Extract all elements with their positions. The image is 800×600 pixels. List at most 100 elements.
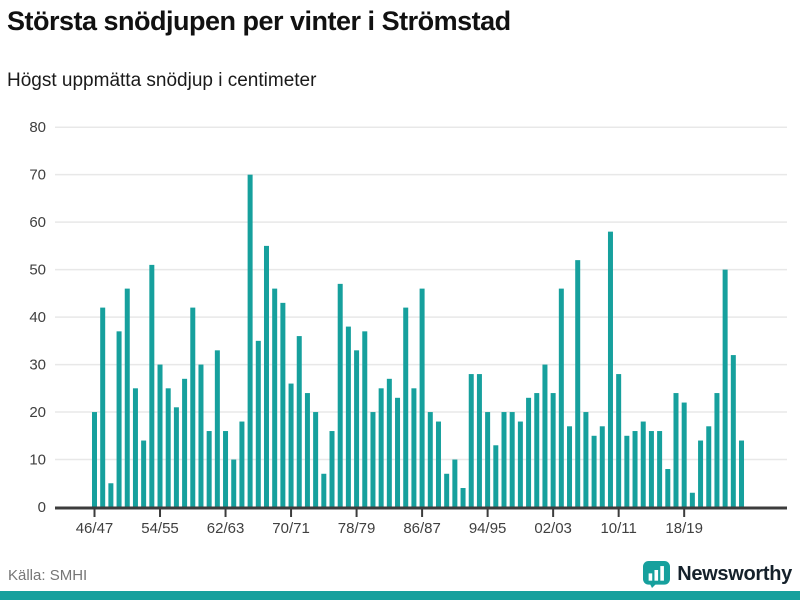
bar [452,459,458,507]
x-tick-label: 70/71 [272,520,310,537]
bar [681,402,687,507]
x-tick-label: 94/95 [469,520,507,537]
bar [493,445,499,507]
y-tick-label: 80 [29,119,46,136]
bar [607,231,613,507]
bar [395,397,401,507]
bar [92,412,97,507]
y-tick-label: 20 [29,404,46,421]
bar [321,473,327,507]
bar [722,269,728,507]
bar [362,331,368,507]
bar [739,440,745,507]
bar [108,483,114,507]
newsworthy-icon [643,561,671,588]
x-tick-label: 10/11 [600,520,636,537]
bar [591,435,597,507]
bar [280,302,286,507]
bar [468,374,474,507]
y-tick-label: 40 [29,309,46,326]
bar [329,431,335,507]
bar [100,307,106,507]
bar [624,435,630,507]
bar [665,469,671,507]
bar [616,374,622,507]
bar [485,412,491,507]
bar [231,459,237,507]
source-label: Källa: SMHI [8,567,88,584]
bar [648,431,654,507]
bar [386,378,392,507]
bar [444,473,450,507]
bar [599,426,605,507]
bar [173,407,179,507]
bar [182,378,188,507]
bar [239,421,245,507]
y-tick-label: 50 [29,262,46,279]
bar [206,431,212,507]
bar [403,307,409,507]
bar [706,426,712,507]
bar [517,421,523,507]
bar [583,412,589,507]
bar [223,431,229,507]
bar [116,331,122,507]
bar [370,412,376,507]
x-tick-label: 78/79 [338,520,376,537]
bar [198,364,204,507]
bar [526,397,532,507]
bar [313,412,319,507]
bar [657,431,663,507]
bar [550,393,556,507]
y-tick-label: 30 [29,357,46,374]
bar [165,388,171,507]
bar [337,283,343,507]
x-tick-label: 46/47 [76,520,114,537]
newsworthy-logo: Newsworthy [643,561,792,588]
bar [288,383,294,507]
x-tick-label: 54/55 [141,520,179,537]
bar [534,393,540,507]
bar [190,307,196,507]
bar [124,288,130,507]
x-tick-label: 18/19 [665,520,703,537]
bar [141,440,147,507]
chart-title: Största snödjupen per vinter i Strömstad [7,6,511,36]
bar [501,412,507,507]
snow-depth-bar-chart: 0 10 20 30 40 50 60 70 80 46/47 54/55 62/63 70/71 78/… [29,119,787,537]
bar [714,393,720,507]
bar [255,340,261,507]
bar [542,364,548,507]
bar [149,264,155,507]
y-tick-label: 10 [29,452,46,469]
bottom-accent-bar [0,591,800,600]
bar [157,364,163,507]
bar [304,393,310,507]
bar [214,350,220,507]
bar [567,426,573,507]
bar [689,492,695,507]
bar [411,388,417,507]
bar [476,374,482,507]
bar [419,288,425,507]
bar [263,245,269,507]
bar [132,388,138,507]
bar [378,388,384,507]
brand-name: Newsworthy [677,563,792,585]
bar [673,393,679,507]
bar [698,440,704,507]
y-tick-label: 70 [29,167,46,184]
bar [354,350,360,507]
bar [575,260,581,507]
bar [509,412,515,507]
bar [247,174,253,508]
bar [272,288,278,507]
x-tick-label: 62/63 [207,520,245,537]
bar [640,421,646,507]
bar [460,488,466,507]
x-tick-label: 02/03 [534,520,572,537]
y-tick-label: 0 [38,499,46,516]
chart-subtitle: Högst uppmätta snödjup i centimeter [7,70,317,91]
y-tick-label: 60 [29,214,46,231]
